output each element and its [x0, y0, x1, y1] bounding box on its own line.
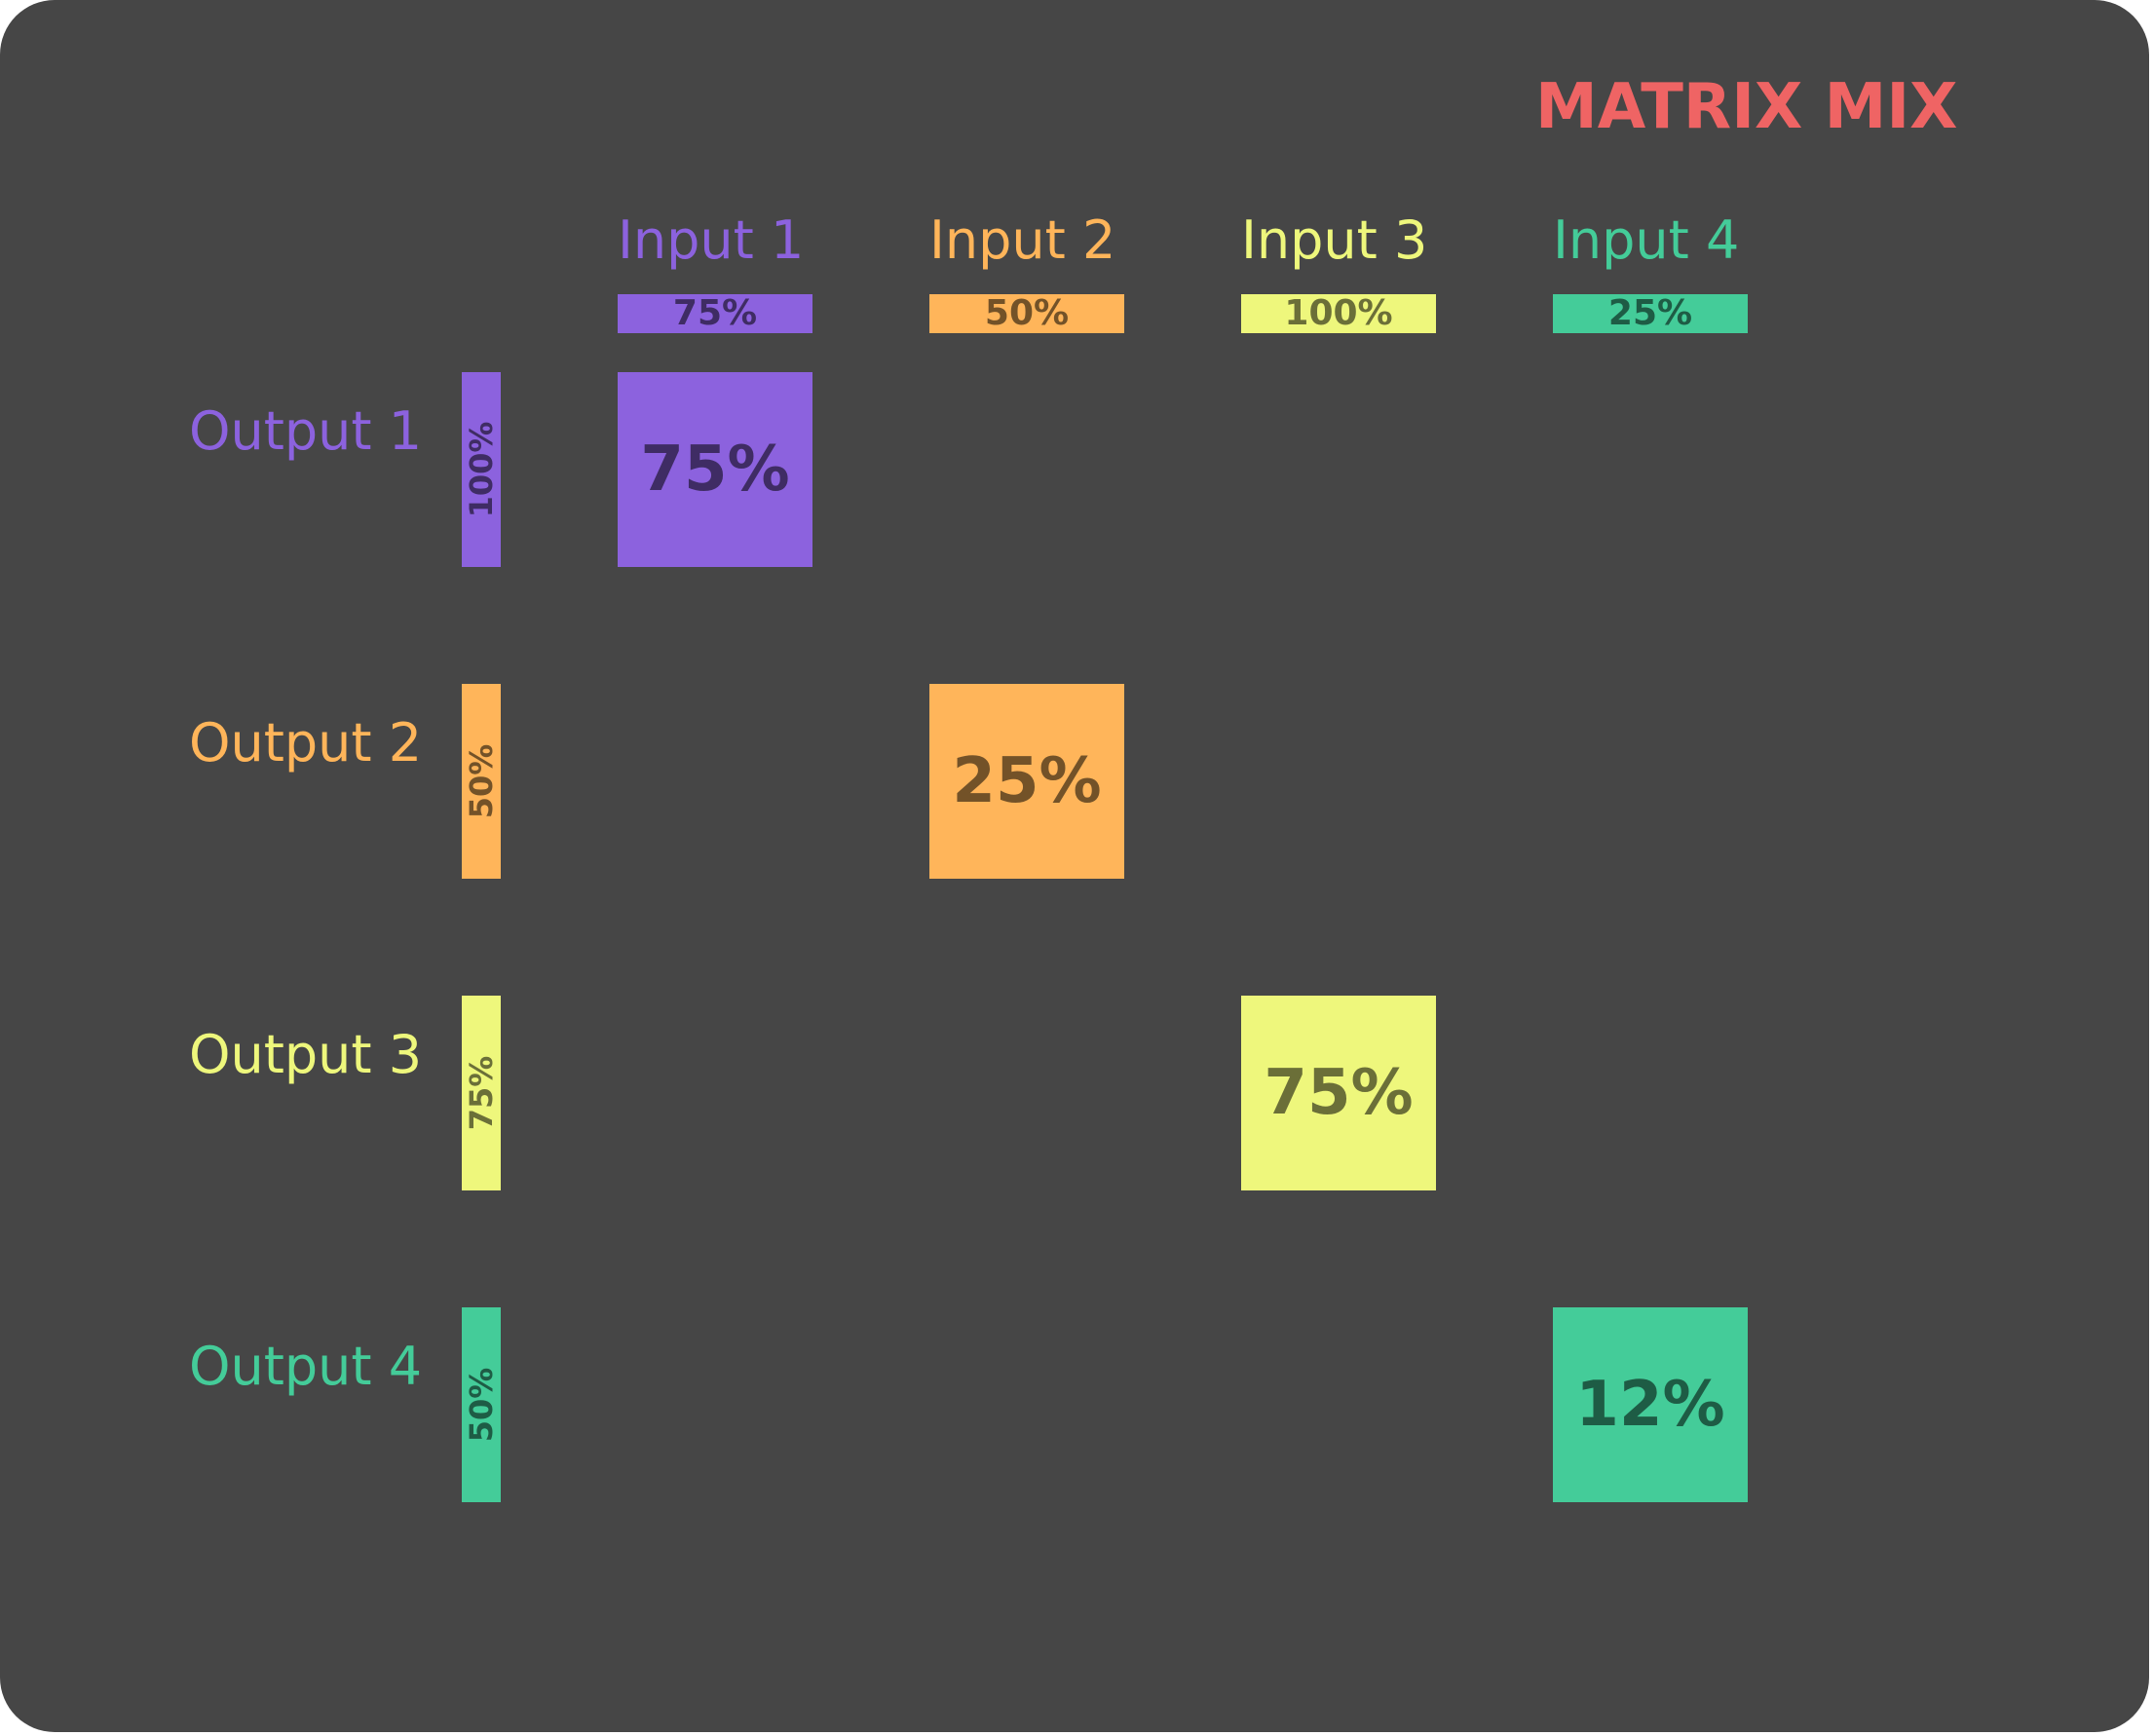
output-4-level-bar[interactable]: 50%	[462, 1307, 501, 1502]
output-3-label: Output 3	[189, 1024, 423, 1085]
matrix-cell-output-4-input-4[interactable]: 12%	[1553, 1307, 1748, 1502]
output-4-level-value: 50%	[463, 1367, 500, 1443]
input-4-label: Input 4	[1553, 209, 1740, 271]
input-4-level-value: 25%	[1607, 293, 1693, 333]
output-2-label: Output 2	[189, 712, 423, 774]
input-3-level-value: 100%	[1284, 293, 1393, 333]
output-3-level-value: 75%	[463, 1055, 500, 1131]
output-1-level-bar[interactable]: 100%	[462, 372, 501, 567]
matrix-cell-output-1-input-1[interactable]: 75%	[618, 372, 812, 567]
matrix-cell-output-2-input-2[interactable]: 25%	[929, 684, 1124, 879]
output-4-label: Output 4	[189, 1336, 423, 1397]
input-1-label: Input 1	[618, 209, 805, 271]
output-1-level-value: 100%	[463, 421, 500, 518]
matrix-cell-value: 25%	[952, 745, 1102, 817]
input-4-level-bar[interactable]: 25%	[1553, 294, 1748, 333]
panel-title: MATRIX MIX	[1535, 71, 1958, 143]
matrix-cell-value: 75%	[640, 434, 790, 506]
input-2-level-bar[interactable]: 50%	[929, 294, 1124, 333]
output-3-level-bar[interactable]: 75%	[462, 996, 501, 1190]
matrix-cell-output-3-input-3[interactable]: 75%	[1241, 996, 1436, 1190]
output-2-level-value: 50%	[463, 743, 500, 819]
input-3-level-bar[interactable]: 100%	[1241, 294, 1436, 333]
input-1-level-value: 75%	[672, 293, 758, 333]
matrix-cell-value: 75%	[1264, 1057, 1414, 1129]
input-1-level-bar[interactable]: 75%	[618, 294, 812, 333]
output-2-level-bar[interactable]: 50%	[462, 684, 501, 879]
output-1-label: Output 1	[189, 400, 423, 462]
input-3-label: Input 3	[1241, 209, 1428, 271]
matrix-cell-value: 12%	[1575, 1369, 1725, 1441]
input-2-label: Input 2	[929, 209, 1116, 271]
input-2-level-value: 50%	[984, 293, 1070, 333]
